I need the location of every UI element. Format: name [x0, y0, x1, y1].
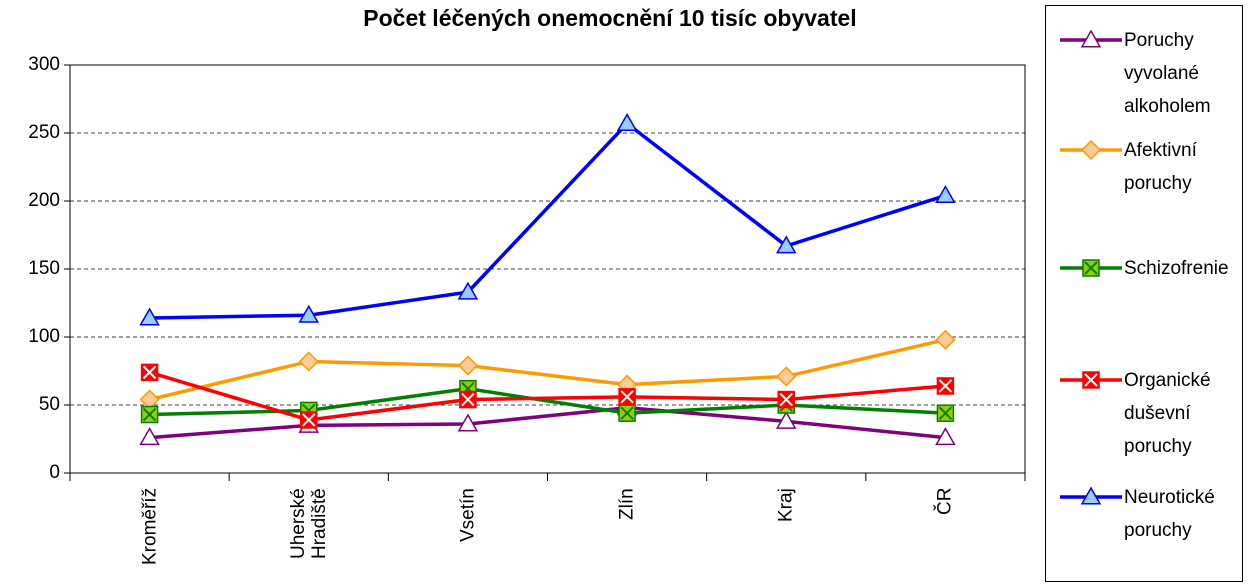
y-tick-label: 300	[28, 54, 60, 75]
legend: Poruchy vyvolané alkoholem Afektivní poru…	[1045, 5, 1243, 582]
legend-entry: Afektivní poruchy	[1058, 138, 1244, 200]
marker	[1080, 139, 1102, 161]
marker-cross	[142, 365, 157, 380]
marker	[300, 411, 318, 429]
marker	[776, 366, 797, 387]
marker	[936, 404, 955, 422]
marker	[298, 351, 319, 372]
legend-entry: Poruchy vyvolané alkoholem	[1058, 28, 1244, 123]
marker	[618, 388, 636, 406]
x-tick-label: Kroměříž	[139, 488, 161, 566]
y-tick-label: 150	[28, 258, 60, 279]
y-tick-label: 50	[39, 394, 60, 415]
marker	[457, 355, 478, 376]
legend-swatch	[1060, 29, 1122, 48]
chart-title: Počet léčených onemocnění 10 tisíc obyva…	[363, 5, 856, 31]
legend-swatch	[1060, 486, 1122, 505]
marker	[459, 390, 477, 409]
legend-entry: Schizofrenie	[1058, 256, 1244, 285]
marker	[139, 427, 160, 446]
legend-label: Organické duševní poruchy	[1124, 370, 1211, 457]
x-tick-label: Kraj	[775, 488, 797, 522]
series-line	[149, 405, 946, 440]
marker	[1082, 259, 1100, 277]
marker	[618, 404, 636, 422]
y-tick-label: 250	[28, 122, 60, 143]
marker	[936, 377, 955, 395]
marker-cross	[461, 392, 475, 407]
x-tick-label: Uherské Hradiště	[287, 488, 330, 559]
marker	[935, 329, 956, 350]
y-tick-label: 200	[28, 190, 60, 211]
marker-cross	[142, 407, 157, 422]
marker	[1080, 29, 1102, 48]
marker	[935, 185, 956, 204]
marker	[298, 304, 320, 323]
marker-cross	[620, 390, 634, 404]
marker	[775, 235, 797, 254]
chart: Počet léčených onemocnění 10 tisíc obyva…	[28, 5, 1026, 483]
marker-cross	[938, 379, 953, 393]
x-tick-label: ČR	[934, 488, 956, 516]
legend-label: Afektivní poruchy	[1124, 140, 1197, 194]
marker	[457, 413, 479, 432]
x-tick-label: Zlín	[616, 488, 638, 520]
series-line	[149, 121, 946, 320]
marker	[1080, 486, 1102, 505]
marker-cross	[1084, 261, 1098, 275]
series-line	[149, 338, 946, 402]
marker	[775, 410, 797, 429]
legend-label: Neurotické poruchy	[1124, 487, 1215, 541]
marker	[139, 307, 160, 326]
marker-cross	[1084, 373, 1098, 387]
marker	[140, 363, 159, 382]
marker	[140, 405, 159, 424]
marker-cross	[779, 392, 793, 407]
marker	[616, 112, 638, 131]
legend-label: Poruchy vyvolané alkoholem	[1124, 30, 1211, 117]
y-tick-label: 100	[28, 326, 60, 347]
marker-cross	[302, 413, 316, 427]
legend-swatch	[1060, 259, 1122, 277]
marker	[935, 427, 956, 446]
marker	[777, 390, 795, 409]
marker-cross	[620, 406, 634, 420]
y-tick-label: 0	[49, 462, 60, 483]
legend-swatch	[1060, 371, 1122, 389]
x-tick-label: Vsetín	[457, 488, 479, 542]
series-line	[149, 386, 946, 417]
series-line	[149, 370, 946, 422]
legend-label: Schizofrenie	[1124, 258, 1229, 279]
legend-swatch	[1060, 139, 1122, 161]
legend-entry: Organické duševní poruchy	[1058, 368, 1244, 463]
legend-entry: Neurotické poruchy	[1058, 485, 1244, 547]
marker-cross	[938, 406, 953, 420]
marker	[457, 281, 479, 300]
marker	[1082, 371, 1100, 389]
